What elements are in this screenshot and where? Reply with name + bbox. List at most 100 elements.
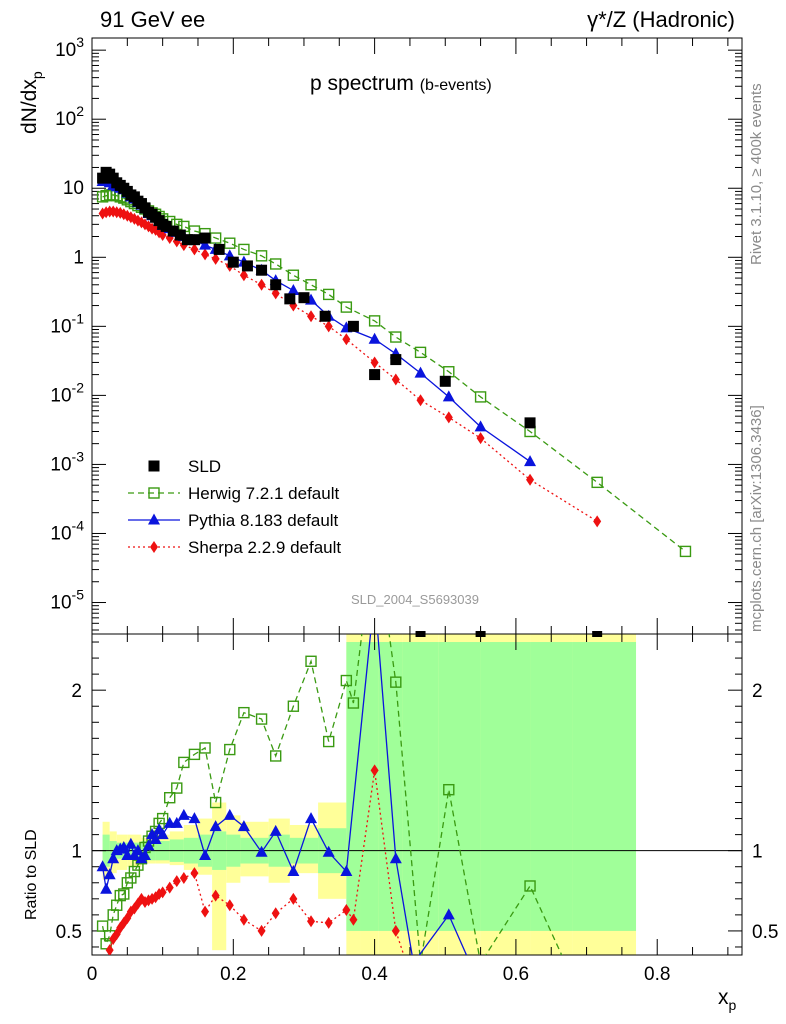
ratio-point (179, 871, 188, 884)
ratio-point (391, 924, 400, 937)
ratio-point (138, 848, 151, 860)
legend-label: Herwig 7.2.1 default (188, 484, 339, 503)
legend-marker (150, 541, 158, 553)
offscale-point (592, 631, 603, 637)
ratio-point (96, 920, 109, 932)
data-point (319, 310, 331, 322)
data-point (238, 243, 250, 256)
ratio-ticks: 0.5 0.5 1 1 2 2 (56, 641, 778, 948)
series-sherpa (98, 205, 602, 528)
data-point (390, 354, 402, 366)
ratio-point (224, 743, 236, 756)
chart-title: p spectrum (b-events) (310, 72, 492, 95)
ratio-point (442, 908, 455, 920)
ratio-point (340, 865, 353, 877)
ratio-point (269, 750, 282, 762)
data-point (391, 373, 400, 386)
data-point (679, 545, 692, 558)
ratio-point (289, 892, 298, 905)
data-point (593, 515, 602, 528)
ratio-point (305, 812, 318, 824)
ratio-panel: 0 0.2 0.4 0.6 0.8 0.5 0.5 1 1 2 2 (56, 38, 778, 985)
header-left: 91 GeV ee (100, 7, 205, 32)
ratio-point (199, 742, 211, 754)
ratio-point (171, 782, 183, 794)
sld-offscale-markers (415, 631, 603, 637)
data-point (370, 356, 379, 369)
ratio-tick-label: 0.5 (56, 922, 82, 943)
ratio-point (142, 839, 155, 851)
ratio-point (178, 756, 190, 769)
data-point (524, 455, 537, 467)
ratio-point (307, 915, 316, 928)
data-point (271, 287, 280, 300)
data-point (591, 476, 603, 489)
ratio-point (223, 808, 236, 820)
ratio-axis-label: Ratio to SLD (23, 829, 40, 920)
data-point (224, 237, 236, 249)
data-point (342, 333, 351, 346)
data-point (190, 243, 199, 256)
y-tick-label: 10-3 (50, 448, 84, 475)
ratio-point (255, 845, 268, 857)
data-point (255, 250, 268, 262)
ratio-point (172, 875, 181, 888)
data-point (241, 260, 253, 272)
data-point (256, 264, 268, 276)
ratio-point (124, 837, 137, 849)
ratio-point (443, 783, 455, 796)
y-tick-label: 10-5 (50, 587, 84, 614)
ratio-point (125, 872, 137, 884)
data-point (474, 391, 487, 403)
ratio-point (255, 713, 268, 725)
ratio-point (305, 655, 317, 667)
data-point (307, 310, 316, 323)
data-point (442, 390, 455, 402)
data-point (298, 292, 310, 304)
band-inner-bin (346, 642, 361, 931)
legend-label: Pythia 8.183 default (188, 511, 339, 530)
data-point (439, 375, 451, 387)
ratio-point (117, 840, 130, 852)
data-point (174, 229, 186, 241)
data-point (213, 243, 225, 255)
data-point (347, 320, 359, 332)
data-point (287, 269, 300, 281)
data-point (188, 234, 200, 246)
ratio-point (188, 812, 201, 824)
y-tick-label: 103 (55, 34, 84, 61)
y-tick-label: 10-1 (50, 310, 84, 337)
band-inner-bin (360, 642, 379, 931)
ratio-point (238, 706, 250, 719)
data-point (305, 279, 317, 291)
data-point (416, 394, 425, 407)
ratio-point (322, 735, 335, 748)
legend-label: Sherpa 2.2.9 default (188, 538, 341, 557)
ratio-point (239, 913, 248, 926)
ratio-pythia (96, 634, 468, 955)
header-right: γ*/Z (Hadronic) (587, 7, 735, 32)
watermark: SLD_2004_S5693039 (351, 592, 479, 607)
x-tick-label: 0.4 (361, 964, 388, 985)
ratio-point (190, 867, 199, 880)
band-inner-bin (572, 642, 637, 931)
data-point (414, 346, 427, 359)
data-point (322, 288, 335, 301)
mcplots-label: mcplots.cern.ch [arXiv:1306.3436] (748, 405, 765, 632)
data-point (211, 252, 220, 265)
ratio-point (209, 820, 222, 832)
ratio-tick-label: 0.5 (752, 922, 778, 943)
x-tick-label: 0.6 (503, 964, 529, 985)
series-line (102, 210, 598, 522)
data-point (340, 301, 353, 313)
series-sld (97, 166, 536, 429)
ratio-bands (102, 634, 637, 955)
offscale-point (415, 631, 426, 637)
data-point (390, 331, 402, 343)
ratio-point (349, 913, 358, 926)
ratio-point (390, 676, 402, 688)
data-point (269, 258, 282, 270)
data-point (474, 420, 487, 432)
ratio-point (342, 904, 351, 917)
ratio-herwig (96, 634, 563, 955)
